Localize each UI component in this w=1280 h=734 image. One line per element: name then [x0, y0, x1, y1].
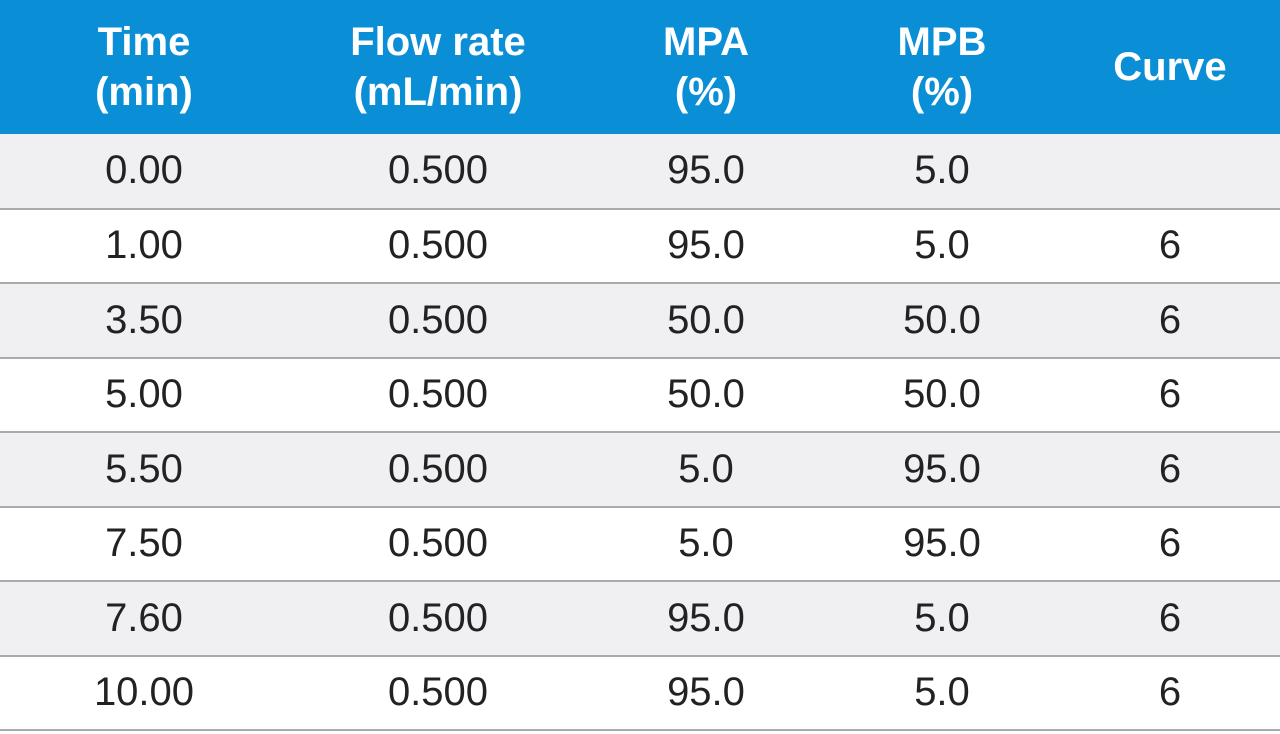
cell-time: 1.00: [105, 223, 183, 268]
cell-mpa: 5.0: [678, 446, 734, 491]
cell-mpb: 5.0: [914, 223, 970, 268]
cell-flow-rate: 0.500: [387, 670, 489, 715]
cell-mpa: 5.0: [678, 521, 734, 566]
table-row: 10.00 0.500 95.0 5.0 6: [0, 655, 1280, 730]
cell-mpa: 95.0: [667, 223, 745, 268]
cell-mpa: 95.0: [667, 148, 745, 193]
table-row: 0.00 0.500 95.0 5.0: [0, 134, 1280, 209]
cell-curve: 6: [1158, 372, 1182, 417]
table-header: Time (min) Flow rate (mL/min) MPA (%) MP…: [0, 0, 1280, 134]
cell-time: 7.50: [105, 521, 183, 566]
cell-mpa: 50.0: [667, 297, 745, 342]
cell-flow-rate: 0.500: [387, 297, 489, 342]
header-row: Time (min) Flow rate (mL/min) MPA (%) MP…: [0, 0, 1280, 134]
cell-time: 5.50: [105, 446, 183, 491]
cell-time: 10.00: [93, 670, 195, 715]
cell-mpa: 95.0: [667, 670, 745, 715]
cell-time: 3.50: [105, 297, 183, 342]
header-curve: Curve: [1060, 0, 1280, 134]
cell-flow-rate: 0.500: [387, 595, 489, 640]
cell-mpa: 95.0: [667, 595, 745, 640]
header-mpb-line2: (%): [910, 70, 974, 114]
header-time: Time (min): [0, 0, 288, 134]
cell-time: 0.00: [105, 148, 183, 193]
header-curve-line1: Curve: [1113, 45, 1227, 89]
header-mpb: MPB (%): [824, 0, 1060, 134]
table-body: 0.00 0.500 95.0 5.0 1.00 0.500 95.0 5.0 …: [0, 134, 1280, 730]
header-mpb-line1: MPB: [897, 20, 987, 64]
table-row: 5.00 0.500 50.0 50.0 6: [0, 357, 1280, 432]
cell-flow-rate: 0.500: [387, 372, 489, 417]
cell-curve: 6: [1158, 297, 1182, 342]
cell-mpb: 50.0: [903, 297, 981, 342]
cell-mpb: 95.0: [903, 446, 981, 491]
cell-flow-rate: 0.500: [387, 521, 489, 566]
header-time-line2: (min): [95, 70, 193, 114]
cell-flow-rate: 0.500: [387, 446, 489, 491]
cell-flow-rate: 0.500: [387, 148, 489, 193]
header-mpa: MPA (%): [588, 0, 824, 134]
header-mpa-line2: (%): [674, 70, 738, 114]
cell-mpa: 50.0: [667, 372, 745, 417]
header-mpa-line1: MPA: [663, 20, 749, 64]
table-row: 7.50 0.500 5.0 95.0 6: [0, 506, 1280, 581]
cell-curve: 6: [1158, 521, 1182, 566]
cell-curve: 6: [1158, 670, 1182, 715]
cell-mpb: 5.0: [914, 670, 970, 715]
header-flow-rate: Flow rate (mL/min): [288, 0, 588, 134]
cell-flow-rate: 0.500: [387, 223, 489, 268]
table-row: 3.50 0.500 50.0 50.0 6: [0, 283, 1280, 358]
cell-time: 5.00: [105, 372, 183, 417]
cell-curve: 6: [1158, 223, 1182, 268]
cell-mpb: 50.0: [903, 372, 981, 417]
header-flow-line1: Flow rate: [350, 20, 526, 64]
cell-time: 7.60: [105, 595, 183, 640]
cell-mpb: 5.0: [914, 595, 970, 640]
table-row: 7.60 0.500 95.0 5.0 6: [0, 581, 1280, 656]
table-row: 1.00 0.500 95.0 5.0 6: [0, 208, 1280, 283]
cell-curve: 6: [1158, 446, 1182, 491]
cell-mpb: 95.0: [903, 521, 981, 566]
cell-curve: 6: [1158, 595, 1182, 640]
cell-mpb: 5.0: [914, 148, 970, 193]
header-time-line1: Time: [97, 20, 191, 64]
table-row: 5.50 0.500 5.0 95.0 6: [0, 432, 1280, 507]
cell-curve: [1060, 134, 1280, 209]
header-flow-line2: (mL/min): [353, 70, 523, 114]
